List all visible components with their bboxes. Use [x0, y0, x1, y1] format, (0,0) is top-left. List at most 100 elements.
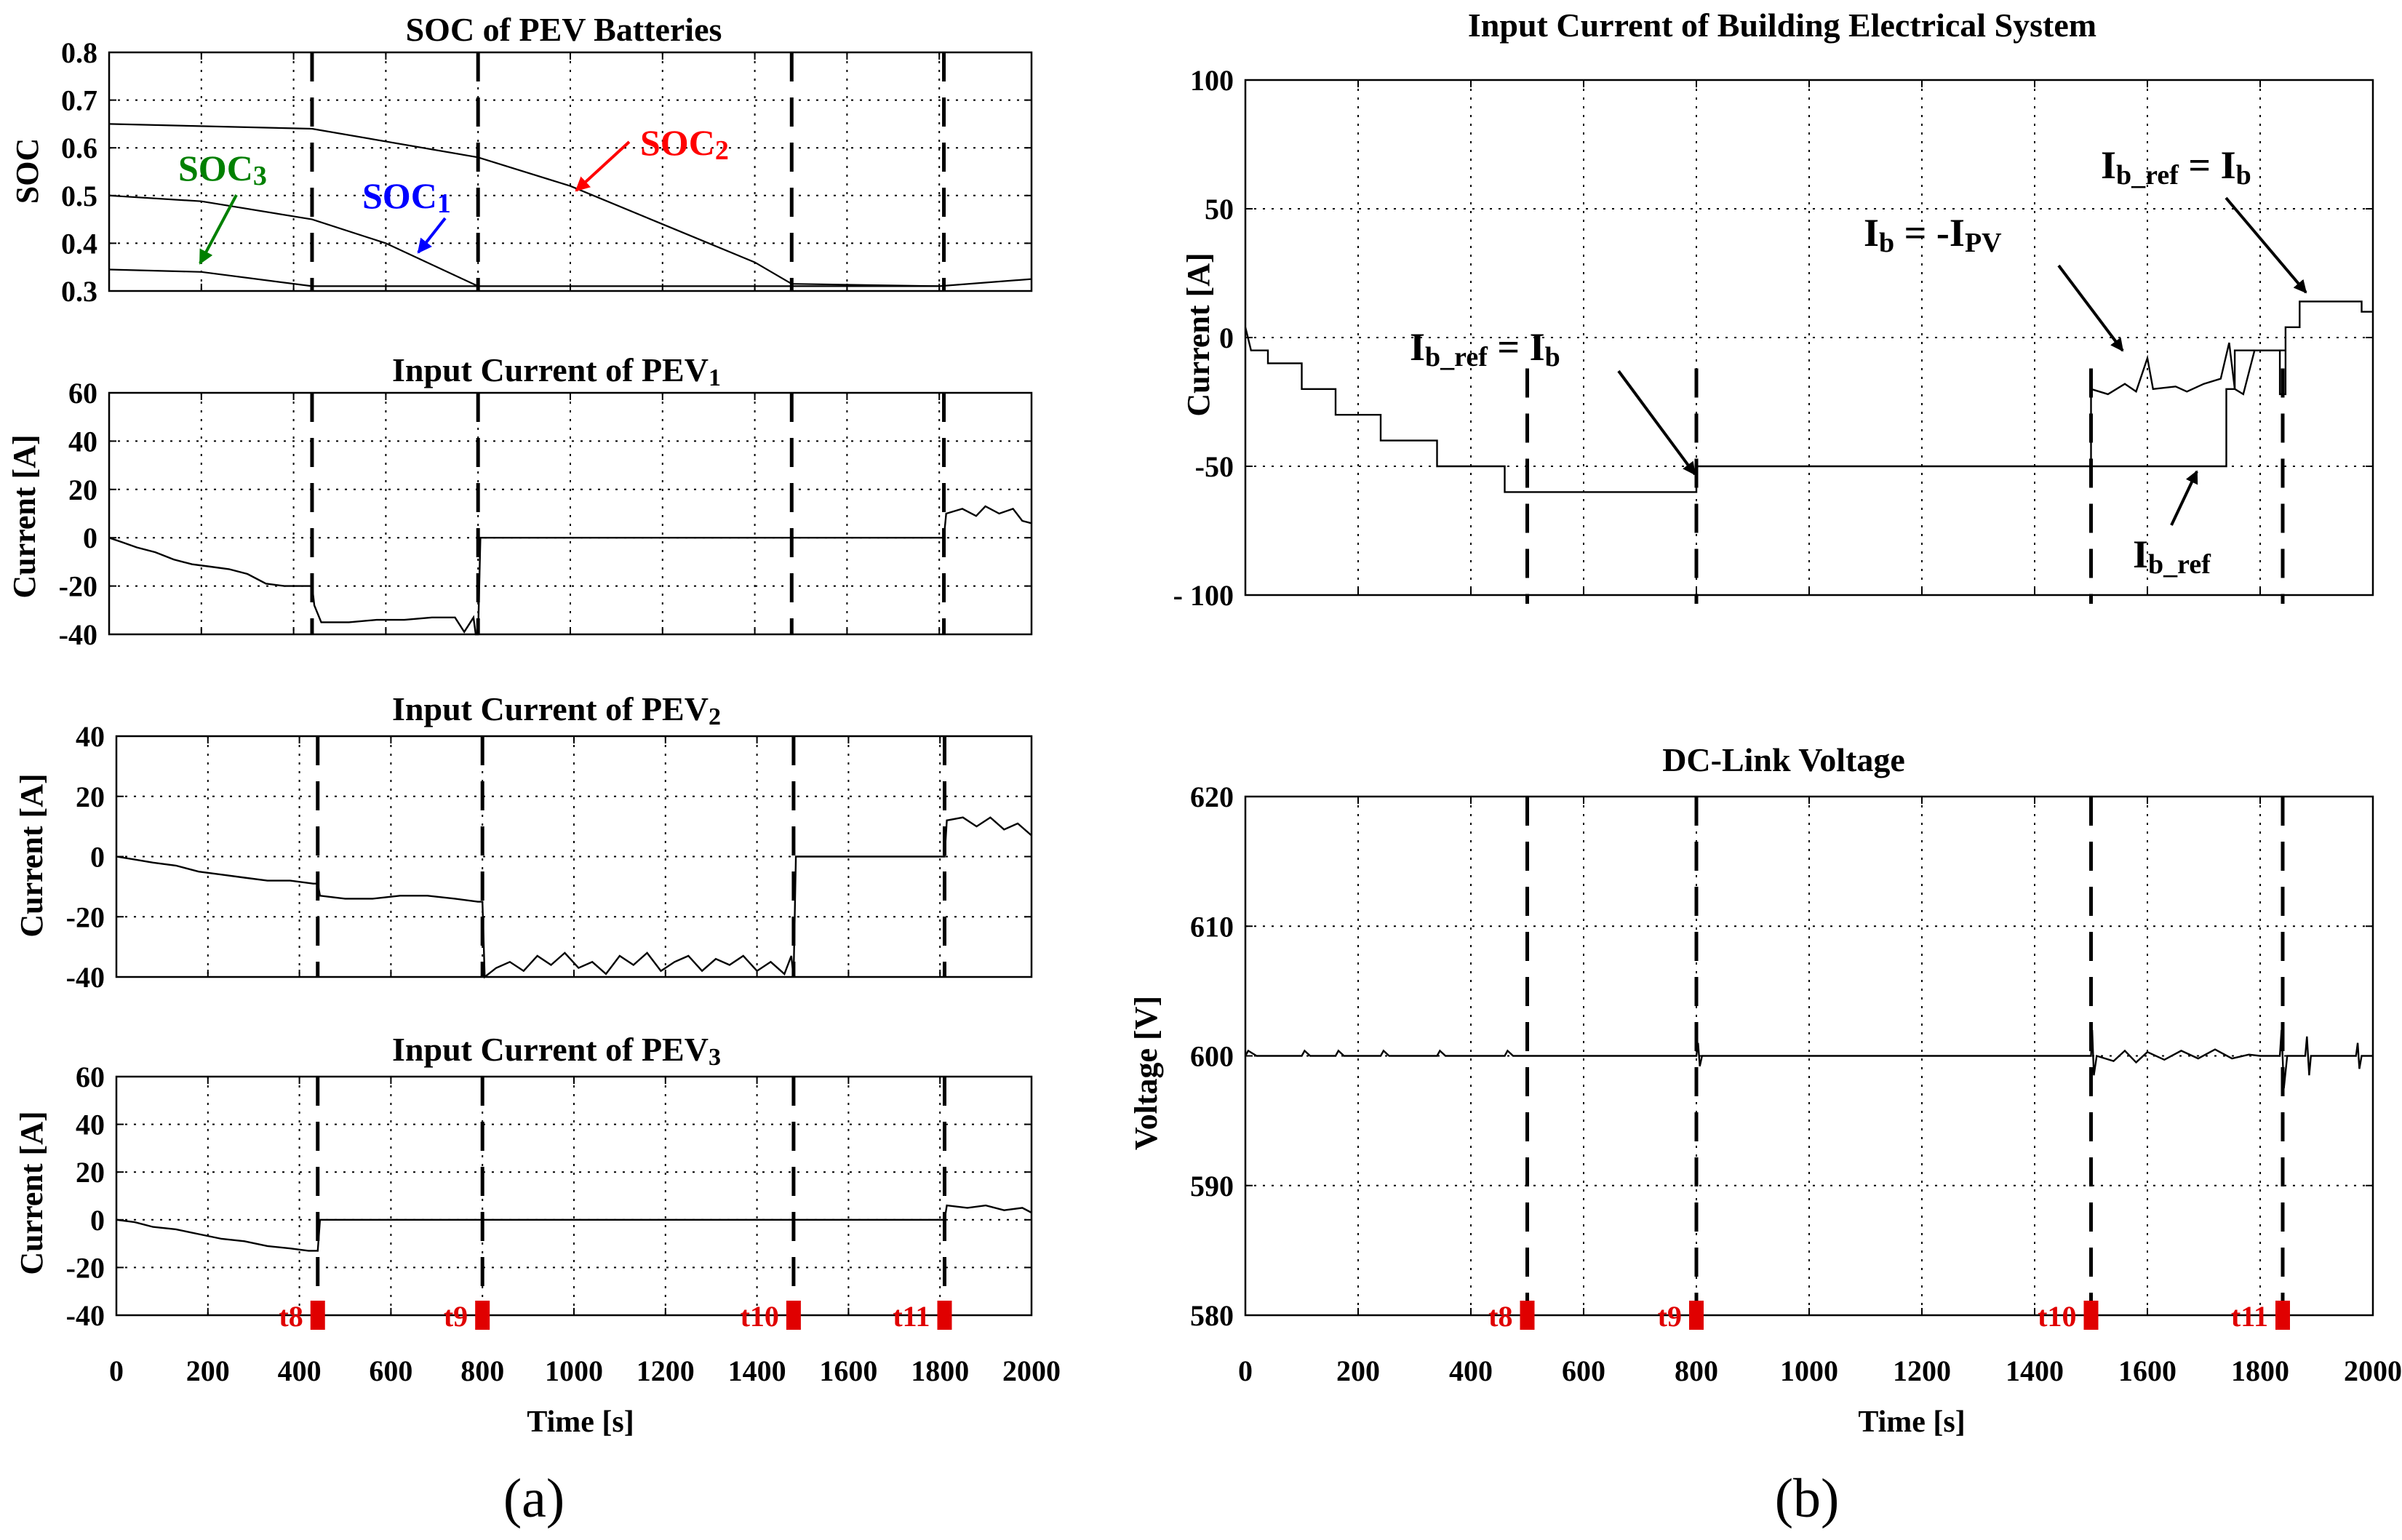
y-tick-label: 0	[83, 522, 97, 554]
y-tick-label: -20	[66, 1251, 105, 1284]
y-tick-label: -40	[66, 1299, 105, 1332]
y-tick-label: 40	[76, 720, 105, 753]
chart-soc: SOC of PEV Batteries SOC 0.3 0.4 0.5 0.6 0.7…	[9, 11, 1033, 308]
y-tick-label: -50	[1195, 450, 1234, 483]
x-tick-label: 1600	[819, 1355, 877, 1387]
y-axis-label: Current [A]	[7, 434, 42, 598]
x-tick-label: 2000	[2344, 1355, 2402, 1387]
event-marker-box	[1689, 1301, 1704, 1330]
y-axis-label: Current [A]	[14, 773, 49, 937]
x-tick-label: 1000	[1780, 1355, 1838, 1387]
annotation-arrow	[2057, 264, 2124, 352]
event-marker-box	[937, 1301, 952, 1330]
x-tick-label: 2000	[1002, 1355, 1061, 1387]
x-tick-label: 0	[109, 1355, 124, 1387]
series-line-ib-ref	[2091, 349, 2286, 468]
plot-area: - 100 -50 0 50 100	[1173, 64, 2374, 612]
x-tick-label: 1000	[545, 1355, 603, 1387]
y-tick-label: -40	[59, 618, 97, 651]
y-tick-label: 40	[68, 425, 97, 458]
y-tick-label: 0.7	[61, 84, 97, 117]
chart-pev1-current: Input Current of PEV1 Current [A] -40 -20…	[7, 351, 1033, 651]
y-tick-label: 60	[76, 1061, 105, 1093]
event-marker-box	[2083, 1301, 2099, 1330]
y-tick-label: 0.5	[61, 180, 97, 212]
y-tick-label: -20	[66, 901, 105, 933]
event-marker-box	[475, 1301, 490, 1330]
y-tick-label: -20	[59, 570, 97, 603]
y-tick-label: 580	[1190, 1299, 1234, 1332]
series-line-pev3-current	[116, 1204, 1032, 1252]
x-tick-label: 600	[369, 1355, 412, 1387]
event-label: t11	[2231, 1300, 2268, 1333]
annotation-arrow-soc3	[199, 194, 238, 265]
plot-area: -40 -20 0 20 40	[66, 720, 1033, 994]
panel-label-b: (b)	[1775, 1468, 1840, 1529]
y-tick-label: 0.3	[61, 275, 97, 308]
y-tick-label: 0	[90, 841, 105, 874]
x-axis-label: Time [s]	[527, 1405, 634, 1439]
annotation-arrow	[1617, 370, 1696, 476]
chart-title: Input Current of Building Electrical Sys…	[1468, 7, 2096, 44]
annotation-arrow-soc1	[417, 217, 447, 254]
event-label: t8	[1488, 1300, 1512, 1333]
plot-area: 0.3 0.4 0.5 0.6 0.7 0.8	[61, 36, 1033, 308]
y-axis-label: Current [A]	[1181, 252, 1216, 416]
annotation-soc1: SOC1	[362, 175, 451, 219]
y-tick-label: - 100	[1173, 579, 1234, 612]
x-tick-label: 200	[186, 1355, 230, 1387]
annotation-ibref-eq-ib-2: Ib_ref = Ib	[2101, 143, 2251, 191]
y-tick-label: 0.6	[61, 132, 97, 164]
annotation-ib-eq-ipv: Ib = -IPV	[1864, 211, 2002, 258]
x-tick-label: 1200	[637, 1355, 695, 1387]
chart-title: Input Current of PEV3	[392, 1031, 721, 1071]
chart-pev2-current: Input Current of PEV2 Current [A] -40 -20…	[14, 690, 1033, 994]
y-tick-label: 0	[1219, 322, 1234, 354]
x-axis-label: Time [s]	[1858, 1405, 1965, 1439]
panel-label-a: (a)	[503, 1468, 564, 1529]
annotation-ibref: Ib_ref	[2133, 532, 2211, 580]
x-tick-label: 1800	[2231, 1355, 2289, 1387]
y-tick-label: 100	[1190, 64, 1234, 97]
annotation-arrow	[2225, 196, 2307, 294]
event-label: t9	[444, 1300, 468, 1333]
chart-title: Input Current of PEV1	[392, 351, 721, 391]
y-tick-label: 0.8	[61, 36, 97, 69]
series-line-soc3	[108, 268, 479, 287]
x-tick-label: 600	[1562, 1355, 1605, 1387]
event-marker-box	[2275, 1301, 2290, 1330]
series-line-pev2-current	[116, 816, 1032, 979]
event-label: t8	[279, 1300, 303, 1333]
annotation-soc3: SOC3	[178, 148, 267, 191]
y-tick-label: 0	[90, 1204, 105, 1237]
x-tick-label: 800	[460, 1355, 504, 1387]
x-tick-label: 1600	[2118, 1355, 2176, 1387]
event-label: t10	[2038, 1300, 2076, 1333]
event-label: t10	[741, 1300, 779, 1333]
event-marker-box	[310, 1301, 325, 1330]
event-marker-box	[786, 1301, 801, 1330]
annotation-arrow	[2170, 470, 2198, 526]
series-line-soc2	[108, 123, 940, 287]
event-label: t11	[893, 1300, 930, 1333]
y-axis-label: Current [A]	[14, 1111, 49, 1274]
y-tick-label: 20	[68, 474, 97, 506]
x-tick-label: 200	[1336, 1355, 1380, 1387]
y-tick-label: -40	[66, 961, 105, 994]
chart-title: SOC of PEV Batteries	[406, 11, 722, 48]
y-tick-label: 20	[76, 781, 105, 813]
annotation-ibref-eq-ib-1: Ib_ref = Ib	[1410, 325, 1560, 372]
y-tick-label: 60	[68, 377, 97, 410]
y-tick-label: 600	[1190, 1040, 1234, 1073]
y-tick-label: 20	[76, 1156, 105, 1189]
x-tick-label: 1400	[2006, 1355, 2064, 1387]
series-line-ib	[1244, 300, 2373, 493]
plot-area: 580 590 600 610 620 0 200 400 600 800 1000 1200 1400…	[1190, 781, 2402, 1387]
x-tick-label: 800	[1675, 1355, 1718, 1387]
chart-title: DC-Link Voltage	[1662, 741, 1905, 778]
y-tick-label: 610	[1190, 910, 1234, 943]
x-tick-label: 1200	[1893, 1355, 1951, 1387]
y-axis-label: SOC	[9, 138, 45, 204]
chart-dc-link-voltage: DC-Link Voltage Voltage [V] 580 590 600 610…	[1128, 741, 2402, 1439]
